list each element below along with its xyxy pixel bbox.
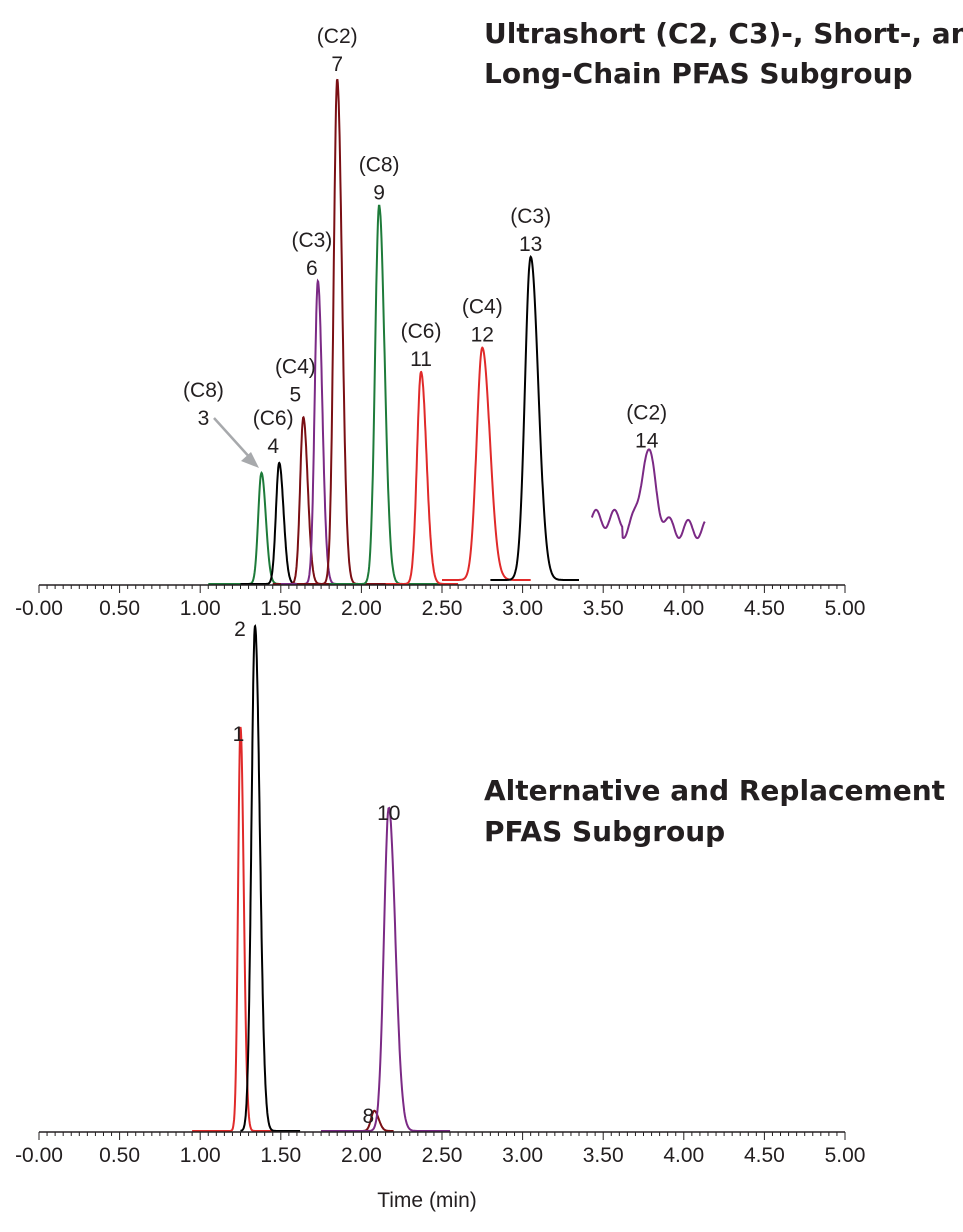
x-tick-label: 0.50 — [99, 597, 140, 620]
peak-9-trace — [329, 204, 442, 585]
x-tick-label: 0.50 — [99, 1144, 140, 1167]
peak-13-chain-label: (C3) — [510, 205, 551, 228]
x-tick-label: 3.50 — [583, 1144, 624, 1167]
peak-3-arrow — [213, 417, 259, 468]
peak-11-trace — [385, 370, 459, 585]
peak-7-chain-label: (C2) — [317, 25, 358, 48]
peak-5-chain-label: (C4) — [275, 355, 316, 378]
x-tick-label: 4.00 — [663, 1144, 704, 1167]
top-chromatogram-panel: Ultrashort (C2, C3)-, Short-, and Long-C… — [15, 17, 963, 620]
peak-12-trace — [442, 346, 531, 581]
x-tick-label: 5.00 — [825, 1144, 866, 1167]
top-title-line-2: Long-Chain PFAS Subgroup — [484, 57, 913, 90]
peak-4-number: 4 — [267, 435, 279, 458]
x-tick-label: 4.50 — [744, 1144, 785, 1167]
bottom-title-line-1: Alternative and Replacement — [484, 774, 945, 807]
top-peak-labels: 3(C8)4(C6)5(C4)6(C3)7(C2)9(C8)11(C6) 12(C… — [183, 25, 667, 458]
peak-4-chain-label: (C6) — [253, 407, 294, 430]
peak-13-trace — [490, 254, 579, 581]
x-tick-label: -0.00 — [15, 1144, 63, 1167]
top-title-line-1: Ultrashort (C2, C3)-, Short-, and — [484, 17, 963, 50]
x-tick-label: 1.00 — [180, 1144, 221, 1167]
x-tick-label: 5.00 — [825, 597, 866, 620]
top-traces — [208, 78, 706, 585]
x-tick-label: 2.50 — [422, 597, 463, 620]
x-tick-label: 1.50 — [260, 597, 301, 620]
x-tick-label: -0.00 — [15, 597, 63, 620]
x-tick-label: 2.00 — [341, 1144, 382, 1167]
peak-12-number: 12 — [471, 324, 494, 347]
peak-9-chain-label: (C8) — [359, 153, 400, 176]
bottom-chromatogram-panel: Alternative and Replacement PFAS Subgrou… — [15, 618, 945, 1212]
x-axis-label: Time (min) — [377, 1189, 477, 1212]
peak-8-number: 8 — [362, 1105, 374, 1128]
peak-14-trace — [590, 448, 706, 540]
peak-13-number: 13 — [519, 233, 542, 256]
x-tick-label: 2.50 — [422, 1144, 463, 1167]
peak-6-chain-label: (C3) — [291, 229, 332, 252]
bottom-title-line-2: PFAS Subgroup — [484, 815, 725, 848]
peak-10-trace — [321, 806, 451, 1132]
peak-1-number: 1 — [233, 723, 245, 746]
peak-8-trace — [321, 1109, 394, 1132]
peak-14-number: 14 — [635, 429, 659, 452]
peak-7-number: 7 — [331, 53, 343, 76]
peak-12-chain-label: (C4) — [462, 296, 503, 319]
peak-10-number: 10 — [377, 802, 400, 825]
peak-9-number: 9 — [373, 181, 385, 204]
peak-2-trace — [240, 624, 301, 1132]
peak-3-number: 3 — [198, 407, 210, 430]
bottom-x-axis: -0.00 0.50 1.00 1.50 2.00 2.50 3.00 3.50 4.00 4.5… — [15, 1131, 866, 1167]
x-tick-label: 3.00 — [502, 1144, 543, 1167]
peak-1-trace — [192, 726, 281, 1132]
x-tick-label: 4.00 — [663, 597, 704, 620]
peak-11-chain-label: (C6) — [401, 320, 442, 343]
x-tick-label: 4.50 — [744, 597, 785, 620]
x-tick-label: 2.00 — [341, 597, 382, 620]
top-x-axis: -0.00 0.50 1.00 1.50 2.00 2.50 3.00 3.50 4.00 4.5… — [15, 584, 866, 620]
peak-3-chain-label: (C8) — [183, 379, 224, 402]
bottom-peak-labels: 1 2 8 10 — [233, 618, 401, 1128]
x-tick-label: 3.50 — [583, 597, 624, 620]
peak-6-trace — [280, 278, 362, 585]
x-tick-label: 1.50 — [260, 1144, 301, 1167]
peak-6-number: 6 — [306, 257, 318, 280]
peak-3-trace — [208, 470, 297, 585]
x-tick-label: 1.00 — [180, 597, 221, 620]
peak-2-number: 2 — [234, 618, 246, 641]
x-tick-label: 3.00 — [502, 597, 543, 620]
peak-14-chain-label: (C2) — [626, 401, 667, 424]
peak-5-number: 5 — [290, 383, 302, 406]
bottom-traces — [192, 624, 451, 1132]
peak-11-number: 11 — [410, 348, 432, 371]
peak-7-trace — [296, 78, 394, 585]
